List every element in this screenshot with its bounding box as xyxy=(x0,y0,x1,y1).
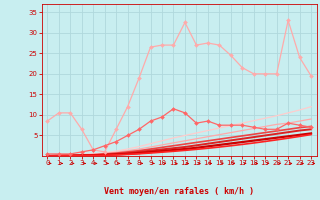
Text: Vent moyen/en rafales ( km/h ): Vent moyen/en rafales ( km/h ) xyxy=(104,187,254,196)
